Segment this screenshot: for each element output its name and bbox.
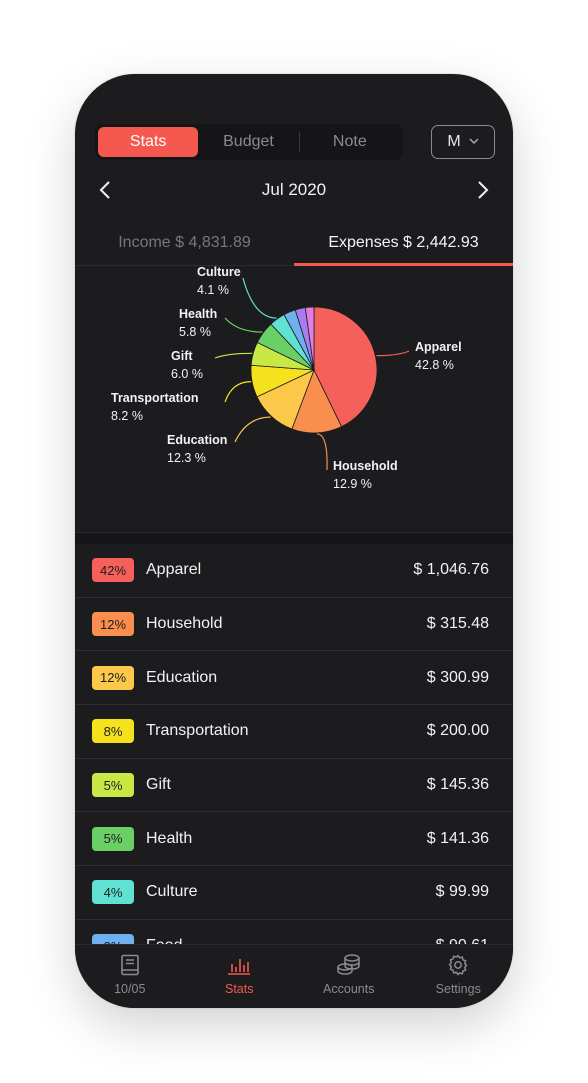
pie-slice-misc [304, 306, 315, 371]
category-row-culture[interactable]: 4% Culture $ 99.99 [75, 866, 513, 920]
bottom-nav: 10/05 Stats [75, 944, 513, 1008]
pie-label-name: Gift [171, 349, 193, 363]
pie-label-percent: 12.9 % [333, 477, 372, 491]
percent-badge: 4% [92, 880, 134, 905]
category-name: Gift [146, 776, 171, 794]
segment-stats[interactable]: Stats [98, 127, 199, 157]
bar-chart-icon [225, 951, 253, 979]
leader-line-apparel [376, 350, 410, 357]
pie-chart-svg: Apparel 42.8 % Household 12.9 % Education 12.… [111, 266, 462, 491]
pie-label-percent: 4.1 % [197, 283, 229, 297]
percent-badge: 3% [92, 934, 134, 944]
category-name: Health [146, 829, 193, 847]
pie-label-name: Apparel [415, 340, 462, 354]
nav-item-settings[interactable]: Settings [404, 951, 514, 1008]
category-amount: $ 99.99 [435, 883, 489, 901]
section-divider [75, 532, 513, 544]
month-navigation: Jul 2020 [75, 172, 513, 208]
segment-note[interactable]: Note [332, 133, 367, 150]
income-expense-tabs: Income $ 4,831.89 Expenses $ 2,442.93 [75, 220, 513, 266]
category-list: 42% Apparel $ 1,046.76 12% Household $ 315.48… [75, 544, 513, 944]
percent-badge: 8% [92, 719, 134, 744]
category-amount: $ 141.36 [426, 829, 489, 847]
chevron-right-icon[interactable] [465, 172, 501, 208]
tab-expenses[interactable]: Expenses $ 2,442.93 [294, 220, 513, 266]
nav-label-stats: Stats [225, 982, 254, 996]
category-row-apparel[interactable]: 42% Apparel $ 1,046.76 [75, 544, 513, 598]
percent-badge: 42% [92, 558, 134, 583]
percent-badge: 5% [92, 773, 134, 798]
nav-label-daily: 10/05 [114, 982, 146, 996]
nav-item-daily[interactable]: 10/05 [75, 951, 185, 1008]
category-amount: $ 1,046.76 [413, 561, 489, 579]
category-row-food[interactable]: 3% Food$ 90.61 [75, 920, 513, 944]
segment-budget[interactable]: Budget [223, 133, 274, 150]
leader-line-household [316, 433, 328, 471]
leader-line-gift [214, 352, 253, 359]
pie-label-name: Health [179, 307, 217, 321]
tab-income[interactable]: Income $ 4,831.89 [118, 233, 251, 251]
percent-badge: 12% [92, 612, 134, 637]
category-amount: $ 300.99 [426, 668, 489, 686]
pie-label-name: Culture [197, 266, 241, 279]
pie-label-percent: 42.8 % [415, 358, 454, 372]
category-amount: $ 90.61 [436, 937, 489, 944]
percent-badge: 5% [92, 826, 134, 851]
category-name: Apparel [146, 561, 202, 579]
percent-badge: 12% [92, 665, 134, 690]
nav-item-accounts[interactable]: Accounts [294, 951, 404, 1008]
nav-item-stats[interactable]: Stats [185, 951, 295, 1008]
expense-pie-chart: Apparel 42.8 % Household 12.9 % Education 12.… [75, 266, 513, 532]
pie-label-percent: 6.0 % [171, 367, 203, 381]
pie-label-percent: 8.2 % [111, 409, 143, 423]
pie-label-percent: 5.8 % [179, 325, 211, 339]
category-name: Education [146, 668, 218, 686]
leader-line-education [234, 416, 271, 443]
category-amount: $ 145.36 [426, 776, 489, 794]
category-name: Household [146, 615, 223, 633]
nav-label-accounts: Accounts [323, 982, 375, 996]
period-selector-button[interactable]: M [431, 125, 495, 159]
pie-label-percent: 12.3 % [167, 451, 206, 465]
phone-screen: Stats Budget Note M Jul 2020 Income $ 4,… [75, 74, 513, 1008]
category-name: Culture [146, 883, 198, 901]
category-name: Transportation [146, 722, 249, 740]
pie-slice-apparel [313, 306, 378, 428]
category-amount: $ 315.48 [426, 615, 489, 633]
pie-label-name: Education [167, 433, 227, 447]
gear-icon [444, 951, 472, 979]
segment-divider [298, 132, 300, 152]
category-row-health[interactable]: 5% Health $ 141.36 [75, 812, 513, 867]
view-segmented-control: Stats Budget Note [95, 124, 403, 160]
nav-label-settings: Settings [435, 982, 481, 996]
leader-line-culture [242, 277, 277, 319]
chevron-left-icon[interactable] [87, 172, 123, 208]
category-row-household[interactable]: 12% Household $ 315.48 [75, 598, 513, 652]
category-row-education[interactable]: 12% Education $ 300.99 [75, 651, 513, 706]
category-row-transportation[interactable]: 8% Transportation $ 200.00 [75, 705, 513, 759]
book-icon [116, 951, 144, 979]
leader-line-health [224, 317, 263, 333]
period-value: M [447, 133, 461, 150]
pie-label-name: Household [333, 459, 398, 473]
leader-line-transportation [224, 380, 252, 403]
month-label: Jul 2020 [261, 180, 327, 199]
category-row-gift[interactable]: 5% Gift $ 145.36 [75, 759, 513, 813]
pie-label-name: Transportation [111, 391, 199, 405]
coins-icon [335, 951, 363, 979]
category-name: Food [146, 937, 436, 944]
chevron-down-icon [469, 136, 479, 148]
category-amount: $ 200.00 [426, 722, 489, 740]
